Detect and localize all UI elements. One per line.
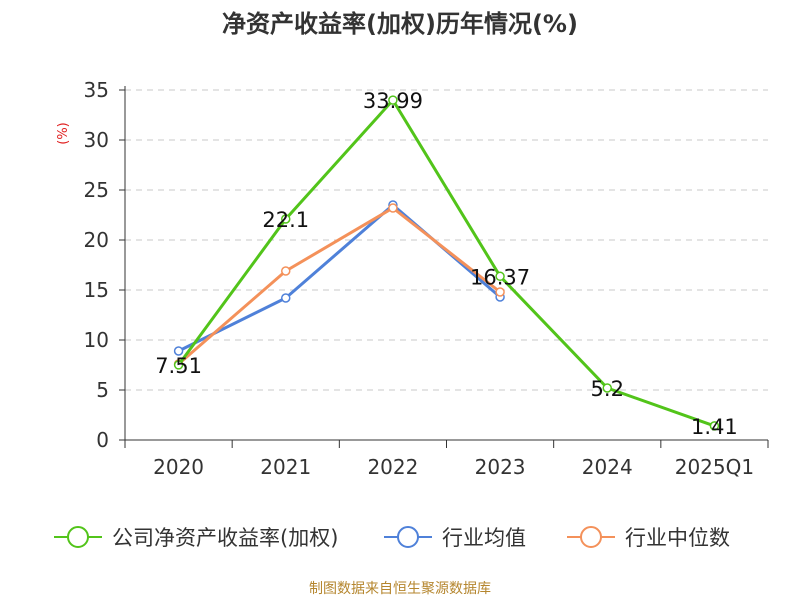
point-company-2024[interactable]: [602, 383, 612, 393]
x-tick-label-2020: 2020: [153, 455, 204, 479]
point-company-2023[interactable]: [495, 271, 505, 282]
y-tick-label-5: 5: [96, 378, 109, 402]
legend: 公司净资产收益率(加权) 行业均值 行业中位数: [0, 520, 800, 554]
series-line-avg: [177, 203, 502, 353]
series-line-company: [177, 98, 715, 428]
legend-item-company[interactable]: 公司净资产收益率(加权): [52, 520, 338, 554]
data-label-2025Q1: 1.41: [691, 415, 738, 439]
source-note: 制图数据来自恒生聚源数据库: [309, 581, 491, 597]
y-tick-label-25: 25: [84, 178, 109, 202]
point-company-2025Q1[interactable]: [709, 421, 720, 431]
legend-item-median[interactable]: 行业中位数: [565, 520, 730, 554]
legend-label: 行业均值: [442, 526, 526, 550]
point-median-2021[interactable]: [281, 266, 291, 276]
data-label-2024: 5.2: [591, 377, 624, 401]
data-label-2023: 16.37: [470, 265, 530, 289]
y-tick-label-30: 30: [84, 128, 109, 152]
point-median-2022[interactable]: [388, 203, 398, 213]
legend-circle-icon: [67, 526, 89, 548]
point-median-2023[interactable]: [495, 287, 505, 297]
legend-circle-icon: [580, 526, 602, 548]
legend-label: 公司净资产收益率(加权): [112, 526, 339, 550]
data-label-2021: 22.1: [262, 208, 309, 232]
series-line-median: [177, 206, 502, 366]
legend-item-avg[interactable]: 行业均值: [382, 520, 526, 554]
line-chart: 0 5 10 15 20 25 30 35 2020 2021 2022 2023 2024 2025Q1…: [84, 78, 769, 479]
y-tick-label-0: 0: [96, 428, 109, 452]
x-tick-label-2025Q1: 2025Q1: [675, 455, 754, 479]
y-tick-label-10: 10: [84, 328, 109, 352]
point-avg-2020[interactable]: [173, 346, 184, 356]
legend-label: 行业中位数: [625, 526, 730, 550]
legend-line-icon: [567, 526, 615, 548]
point-company-2021[interactable]: [281, 214, 291, 224]
x-tick-label-2022: 2022: [367, 455, 418, 479]
point-avg-2021[interactable]: [281, 293, 291, 303]
legend-line-icon: [54, 526, 102, 548]
x-tick-label-2024: 2024: [582, 455, 633, 479]
x-tick-label-2023: 2023: [475, 455, 526, 479]
legend-line-icon: [384, 526, 432, 548]
data-label-2022: 33.99: [363, 89, 423, 113]
point-company-2020[interactable]: [173, 360, 184, 370]
y-tick-label-20: 20: [84, 228, 109, 252]
x-tick-label-2021: 2021: [260, 455, 311, 479]
y-tick-label-35: 35: [84, 78, 109, 102]
legend-circle-icon: [397, 526, 419, 548]
point-company-2022[interactable]: [388, 95, 398, 105]
chart-title: 净资产收益率(加权)历年情况(%): [222, 10, 578, 38]
y-tick-label-15: 15: [84, 278, 109, 302]
data-label-2020: 7.51: [155, 354, 202, 378]
